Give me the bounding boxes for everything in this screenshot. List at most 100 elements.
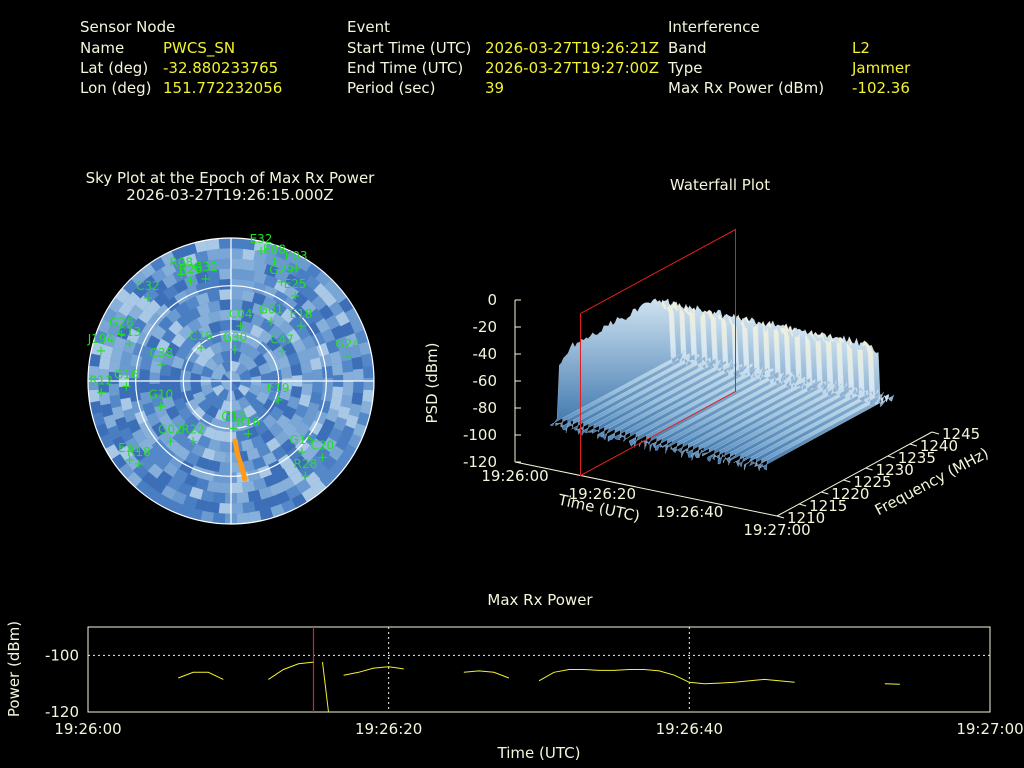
satellite-marker: + bbox=[133, 457, 144, 472]
satellite-label: C20 bbox=[310, 439, 334, 453]
satellite-label: G30 bbox=[223, 330, 248, 344]
satellite-label: E18 bbox=[290, 307, 313, 321]
satellite-label: G26 bbox=[109, 315, 134, 329]
satellite-label: E31 bbox=[118, 441, 141, 455]
interference-type-value: Jammer bbox=[852, 59, 911, 77]
power-line-segment bbox=[538, 669, 795, 685]
satellite-marker: + bbox=[116, 327, 127, 342]
psd-tick-label: -100 bbox=[463, 426, 497, 444]
waterfall-surface-slice bbox=[550, 298, 685, 427]
satellite-label: C38 bbox=[150, 346, 174, 360]
power-y-tick-label: -120 bbox=[45, 703, 79, 721]
waterfall-time-axis bbox=[514, 461, 778, 517]
satellite-label: G29 bbox=[269, 263, 294, 277]
satellite-label: G15 bbox=[289, 433, 314, 447]
waterfall-epoch-plane bbox=[580, 228, 736, 477]
satellite-marker: + bbox=[142, 291, 153, 306]
satellite-marker: + bbox=[243, 427, 254, 442]
freq-tick-mark bbox=[821, 491, 829, 495]
freq-tick-label: 1215 bbox=[809, 497, 847, 515]
psd-tick-label: -120 bbox=[463, 453, 497, 471]
sky-plot-track bbox=[232, 438, 248, 482]
event-title: Event bbox=[347, 18, 390, 36]
satellite-label: G02 bbox=[158, 423, 183, 437]
satellite-marker: + bbox=[188, 435, 199, 450]
freq-tick-label: 1230 bbox=[876, 461, 914, 479]
satellite-marker: + bbox=[196, 341, 207, 356]
sensor-lat-value: -32.880233765 bbox=[163, 59, 279, 77]
sky-plot-background bbox=[88, 238, 374, 524]
time-tick-label: 19:26:20 bbox=[569, 485, 636, 503]
satellite-marker: + bbox=[269, 255, 280, 270]
freq-tick-label: 1245 bbox=[942, 425, 980, 443]
satellite-label: G01 bbox=[259, 303, 284, 317]
psd-tick-label: -80 bbox=[473, 399, 498, 417]
freq-tick-mark bbox=[909, 443, 917, 447]
sky-plot-grid bbox=[87, 237, 375, 525]
freq-tick-label: 1220 bbox=[831, 485, 869, 503]
sensor-name-value: PWCS_SN bbox=[163, 39, 236, 57]
power-series bbox=[178, 661, 900, 713]
satellite-marker: + bbox=[291, 261, 302, 276]
satellite-marker: + bbox=[156, 358, 167, 373]
satellite-marker: + bbox=[121, 379, 132, 394]
power-line-segment bbox=[884, 683, 900, 685]
sensor-lon-label: Lon (deg) bbox=[80, 79, 152, 97]
satellite-marker: + bbox=[155, 400, 166, 415]
power-x-tick-label: 19:26:00 bbox=[54, 720, 121, 738]
satellite-marker: + bbox=[96, 344, 107, 359]
waterfall-title: Waterfall Plot bbox=[669, 176, 771, 194]
satellite-marker: + bbox=[276, 345, 287, 360]
satellite-label: J194 bbox=[87, 332, 114, 346]
power-x-tick-label: 19:26:40 bbox=[656, 720, 723, 738]
power-line-segment bbox=[178, 671, 224, 680]
sensor-name-label: Name bbox=[80, 39, 125, 57]
satellite-label: E19 bbox=[267, 381, 290, 395]
satellite-marker: + bbox=[266, 315, 277, 330]
satellite-label: E08 bbox=[263, 243, 286, 257]
waterfall-surface bbox=[550, 298, 895, 472]
satellite-label: G16 bbox=[114, 367, 139, 381]
satellite-label: R18 bbox=[127, 445, 151, 459]
satellite-marker: + bbox=[235, 319, 246, 334]
satellite-label: E25 bbox=[284, 277, 307, 291]
jammer-track-point bbox=[234, 451, 241, 457]
power-y-tick-label: -100 bbox=[45, 646, 79, 664]
freq-tick-label: 1235 bbox=[898, 449, 936, 467]
satellite-label: C04 bbox=[229, 307, 253, 321]
psd-tick-label: -60 bbox=[473, 372, 498, 390]
satellite-label: C47 bbox=[270, 333, 294, 347]
freq-tick-mark bbox=[843, 479, 851, 483]
freq-tick-mark bbox=[887, 455, 895, 459]
event-start-label: Start Time (UTC) bbox=[347, 39, 472, 57]
satellite-marker: + bbox=[317, 451, 328, 466]
satellite-label: C19 bbox=[189, 329, 213, 343]
power-title: Max Rx Power bbox=[487, 591, 593, 609]
power-y-axis-label: Power (dBm) bbox=[5, 621, 23, 717]
satellite-label: R08 bbox=[170, 255, 194, 269]
satellite-label: G32 bbox=[193, 260, 218, 274]
waterfall-freq-axis bbox=[776, 431, 933, 517]
interference-power-value: -102.36 bbox=[852, 79, 910, 97]
interference-title: Interference bbox=[668, 18, 760, 36]
freq-tick-label: 1210 bbox=[787, 509, 825, 527]
freq-tick-mark bbox=[931, 431, 940, 435]
satellite-label: E03 bbox=[285, 249, 308, 263]
satellite-marker: + bbox=[96, 385, 107, 400]
power-x-tick-label: 19:27:00 bbox=[956, 720, 1023, 738]
event-end-value: 2026-03-27T19:27:00Z bbox=[485, 59, 659, 77]
sky-plot-satellites: +E32+E08+E03+G29+E25+G24+G01+E18+C47+R08… bbox=[87, 232, 360, 484]
power-plot-frame bbox=[87, 626, 991, 713]
event-period-label: Period (sec) bbox=[347, 79, 436, 97]
power-x-tick-label: 19:26:20 bbox=[355, 720, 422, 738]
time-tick-label: 19:26:40 bbox=[656, 503, 723, 521]
power-line-segment bbox=[268, 661, 314, 680]
satellite-marker: + bbox=[124, 337, 135, 352]
sky-plot-title: Sky Plot at the Epoch of Max Rx Power bbox=[85, 169, 375, 187]
satellite-label: G13 bbox=[221, 410, 246, 424]
psd-axis-label: PSD (dBm) bbox=[423, 342, 441, 423]
time-tick-label: 19:26:00 bbox=[481, 467, 548, 485]
